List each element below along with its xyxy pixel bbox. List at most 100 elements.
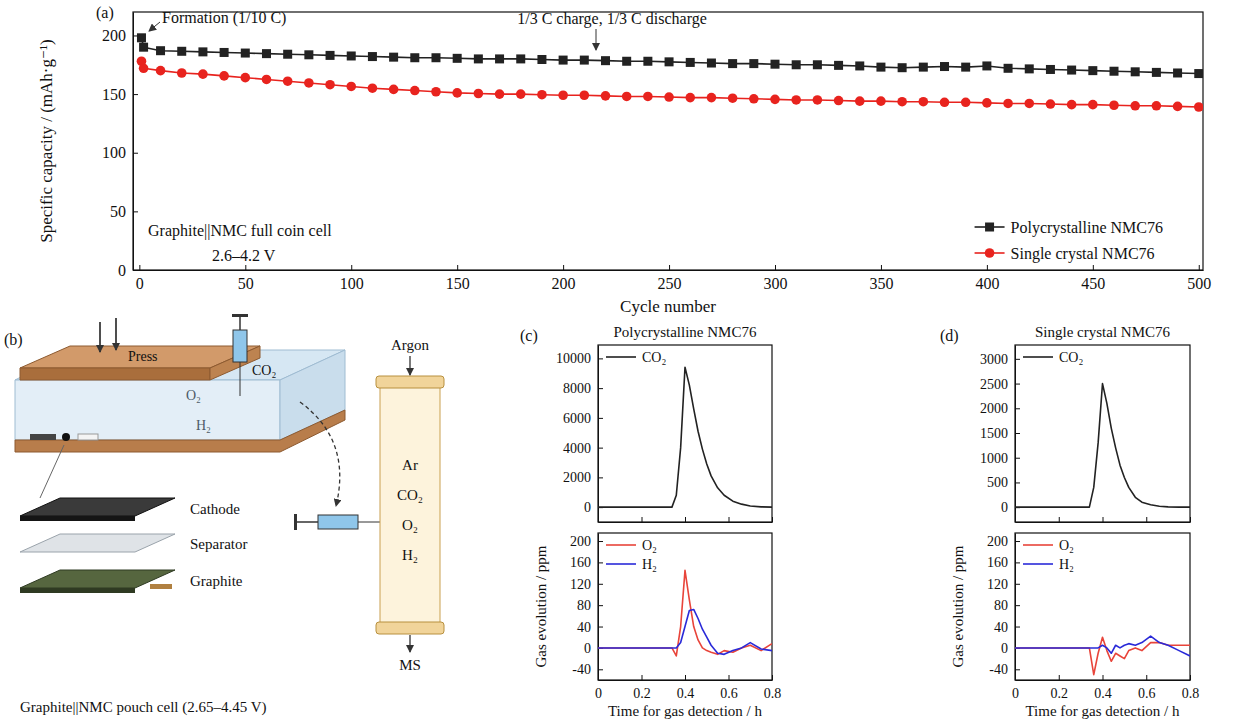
x-axis-line (1016, 680, 1191, 681)
y-tick-label: 2500 (980, 377, 1008, 392)
series-marker (559, 56, 568, 65)
series-marker (1025, 64, 1034, 73)
series-marker (813, 95, 823, 105)
legend-item: H₂ (606, 557, 657, 572)
y-tick: 2000 (980, 401, 1020, 416)
y-tick-mark (598, 584, 603, 585)
x-tick-mark (987, 265, 988, 270)
series-marker (156, 66, 166, 76)
y-tick-label: 0 (584, 641, 591, 656)
graphite-tab (150, 584, 172, 589)
series-marker (1067, 100, 1077, 110)
y-tick-mark (133, 211, 138, 212)
y-axis: 050100150200 (102, 13, 138, 279)
graphite-sheet (20, 570, 175, 588)
y-tick: 8000 (563, 381, 603, 396)
series-marker (791, 95, 801, 105)
x-tick-label: 0 (136, 275, 144, 292)
legend-label: Polycrystalline NMC76 (1011, 219, 1163, 237)
press-label: Press (128, 349, 158, 364)
carrier-label: Argon (391, 337, 430, 353)
y-tick-mark (133, 270, 138, 271)
x-tick: 50 (238, 265, 254, 292)
y-tick-label: 200 (570, 534, 591, 549)
y-tick-mark (598, 358, 603, 359)
figure-svg: 0501001502002503003504004505000501001502… (0, 0, 1240, 722)
y-tick-label: 40 (994, 620, 1008, 635)
legend-item: Single crystal NMC76 (975, 245, 1155, 263)
column-gas-label: O₂ (402, 517, 418, 533)
layer-label: Separator (190, 536, 247, 552)
series-marker (1194, 102, 1203, 112)
series-marker (771, 60, 780, 69)
x-axis: 00.20.40.60.8 (595, 675, 781, 701)
x-axis (599, 517, 773, 523)
series-marker (368, 83, 378, 93)
y-tick: 40 (994, 620, 1020, 635)
x-tick: 500 (1187, 265, 1211, 292)
series-marker (198, 47, 207, 56)
y-tick-label: 150 (102, 86, 126, 103)
series-marker (453, 54, 462, 63)
y-tick-label: 40 (577, 620, 591, 635)
series-marker (1046, 65, 1055, 74)
legend: O₂H₂ (606, 538, 657, 572)
series-marker (1088, 100, 1098, 110)
series-marker (304, 78, 314, 88)
series-marker (876, 96, 886, 106)
x-tick-mark (1103, 517, 1104, 522)
x-tick (1190, 517, 1191, 522)
x-tick (1146, 517, 1147, 522)
series-line (141, 61, 1198, 107)
y-tick-mark (1015, 584, 1020, 585)
y-tick: 160 (570, 555, 603, 570)
series-marker (558, 90, 568, 100)
x-tick-label: 0.2 (1051, 686, 1069, 701)
y-tick-label: 3000 (980, 352, 1008, 367)
series-marker (919, 97, 929, 107)
chart-title: Single crystal NMC76 (1035, 324, 1170, 340)
x-tick: 250 (658, 265, 682, 292)
series-marker (346, 82, 356, 92)
x-tick-mark (1190, 675, 1191, 680)
y-tick-label: 0 (118, 262, 126, 279)
x-tick-label: 300 (764, 275, 788, 292)
legend-label: H₂ (1059, 557, 1074, 572)
x-tick-mark (685, 517, 686, 522)
series-marker (431, 87, 441, 97)
series-marker (834, 96, 844, 106)
gas-label: H₂ (196, 418, 211, 433)
series-marker (389, 53, 398, 62)
series-line (598, 367, 772, 507)
x-tick (685, 517, 686, 522)
x-tick-label: 400 (975, 275, 999, 292)
y-tick-label: 2000 (980, 401, 1008, 416)
syringe-cap (294, 514, 297, 530)
x-tick: 0 (136, 265, 144, 292)
y-tick: 160 (987, 555, 1020, 570)
y-tick: 100 (102, 144, 138, 161)
series-marker (876, 63, 885, 72)
figure: 0501001502002503003504004505000501001502… (0, 0, 1240, 722)
x-tick-label: 0.6 (1138, 686, 1156, 701)
plot-frame (133, 12, 1203, 270)
legend-item: Polycrystalline NMC76 (975, 219, 1163, 237)
x-tick: 150 (446, 265, 470, 292)
series-marker (982, 98, 992, 108)
x-tick-mark (457, 265, 458, 270)
x-tick-label: 0.2 (633, 686, 651, 701)
y-axis-line (598, 534, 599, 681)
series-marker (728, 93, 738, 103)
series-marker (537, 90, 547, 100)
series-marker (622, 57, 631, 66)
y-tick-mark (1015, 359, 1020, 360)
series-marker (516, 89, 526, 99)
series-marker (580, 56, 589, 65)
column-gas-label: Ar (402, 457, 418, 473)
column-gas-label: CO₂ (397, 487, 423, 503)
x-axis-title: Time for gas detection / h (1025, 703, 1180, 719)
series-marker (474, 54, 483, 63)
series-marker (262, 49, 271, 58)
y-tick-label: 100 (102, 144, 126, 161)
y-tick-mark (1015, 669, 1020, 670)
